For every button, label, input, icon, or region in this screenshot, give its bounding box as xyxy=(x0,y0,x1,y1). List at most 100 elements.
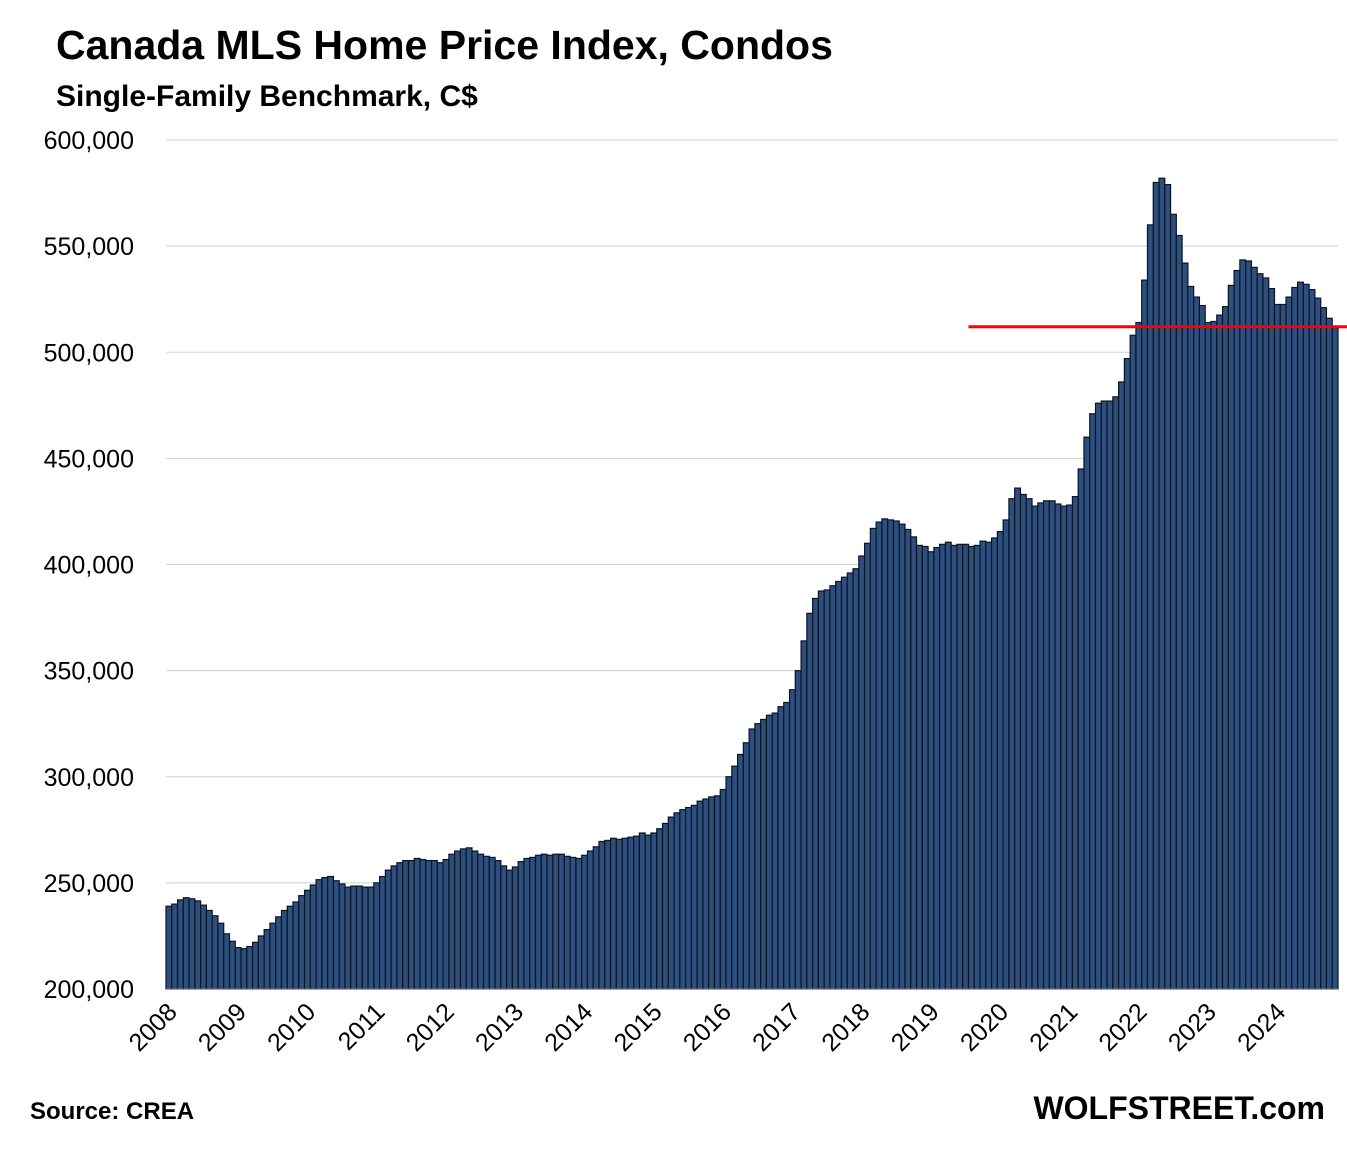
bar xyxy=(280,909,288,990)
bar xyxy=(1204,321,1212,990)
bar xyxy=(898,523,906,990)
bar xyxy=(506,869,514,990)
bar xyxy=(1152,181,1160,990)
brand-watermark: WOLFSTREET.com xyxy=(1033,1090,1325,1126)
bar xyxy=(788,689,796,990)
x-tick-label: 2019 xyxy=(886,998,945,1057)
bar xyxy=(863,542,871,990)
bar xyxy=(1002,519,1010,990)
bar xyxy=(731,765,739,990)
y-tick-label: 550,000 xyxy=(44,233,134,261)
bar xyxy=(858,555,866,990)
bar xyxy=(430,859,438,990)
bar xyxy=(702,798,710,990)
bar xyxy=(471,850,479,990)
bar xyxy=(534,854,542,990)
bar xyxy=(563,855,571,990)
bar xyxy=(361,886,369,990)
x-tick-label: 2014 xyxy=(539,998,598,1057)
bar xyxy=(413,857,421,990)
bar xyxy=(1037,502,1045,990)
bar xyxy=(332,880,340,990)
bar xyxy=(962,543,970,990)
bar xyxy=(517,861,525,990)
bar xyxy=(488,856,496,990)
bar xyxy=(852,568,860,990)
bar xyxy=(1175,234,1183,990)
bar xyxy=(419,858,427,990)
bar xyxy=(754,723,762,990)
bar xyxy=(1141,279,1149,990)
bar xyxy=(1100,400,1108,990)
bar xyxy=(1014,487,1022,990)
bar xyxy=(667,816,675,990)
bar xyxy=(1060,505,1068,990)
bar xyxy=(979,540,987,990)
bar xyxy=(713,795,721,990)
bar xyxy=(1325,317,1333,990)
bar xyxy=(967,545,975,990)
bar xyxy=(1285,296,1293,990)
bar xyxy=(1245,260,1253,990)
bar xyxy=(442,858,450,990)
bar xyxy=(327,875,335,990)
bar xyxy=(425,859,433,990)
bar xyxy=(228,940,236,990)
bar xyxy=(1296,281,1304,990)
bar xyxy=(1164,183,1172,990)
bar xyxy=(939,543,947,990)
bar xyxy=(1025,498,1033,990)
y-tick-label: 500,000 xyxy=(44,339,134,367)
bar xyxy=(760,718,768,990)
bar xyxy=(315,879,323,990)
x-tick-label: 2009 xyxy=(193,998,252,1057)
bar xyxy=(944,541,952,990)
y-tick-label: 600,000 xyxy=(44,127,134,155)
bar xyxy=(956,543,964,990)
bar xyxy=(656,828,664,990)
bar xyxy=(1019,493,1027,990)
bar xyxy=(771,712,779,990)
bar xyxy=(609,837,617,990)
bar xyxy=(950,544,958,990)
bar xyxy=(373,882,381,990)
bar xyxy=(1279,303,1287,990)
y-tick-label: 300,000 xyxy=(44,764,134,792)
bar xyxy=(627,836,635,990)
bar xyxy=(211,915,219,990)
bar xyxy=(188,898,196,990)
bar xyxy=(569,856,577,990)
bar xyxy=(921,545,929,990)
bar xyxy=(200,904,208,990)
bar xyxy=(621,837,629,990)
bar xyxy=(748,728,756,990)
bar xyxy=(973,544,981,990)
bar xyxy=(546,854,554,990)
bar xyxy=(223,933,231,990)
bar xyxy=(246,945,254,990)
bar xyxy=(1256,273,1264,990)
bar xyxy=(719,788,727,990)
bar xyxy=(777,706,785,990)
bar xyxy=(1239,259,1247,990)
bar-series xyxy=(165,177,1339,990)
bar xyxy=(338,883,346,990)
bar xyxy=(1146,224,1154,990)
y-tick-label: 250,000 xyxy=(44,870,134,898)
x-tick-label: 2021 xyxy=(1024,998,1083,1057)
bar xyxy=(1221,306,1229,990)
bar xyxy=(1169,213,1177,990)
bar xyxy=(765,714,773,990)
x-tick-label: 2011 xyxy=(333,998,391,1056)
bar xyxy=(742,742,750,990)
bar xyxy=(275,916,283,990)
bar xyxy=(1094,402,1102,990)
bar xyxy=(379,875,386,990)
bar xyxy=(298,895,306,990)
bar xyxy=(309,884,317,990)
bar xyxy=(661,822,669,990)
bar xyxy=(673,812,681,990)
bar xyxy=(384,869,392,990)
bar xyxy=(171,903,179,990)
bar xyxy=(592,846,600,990)
